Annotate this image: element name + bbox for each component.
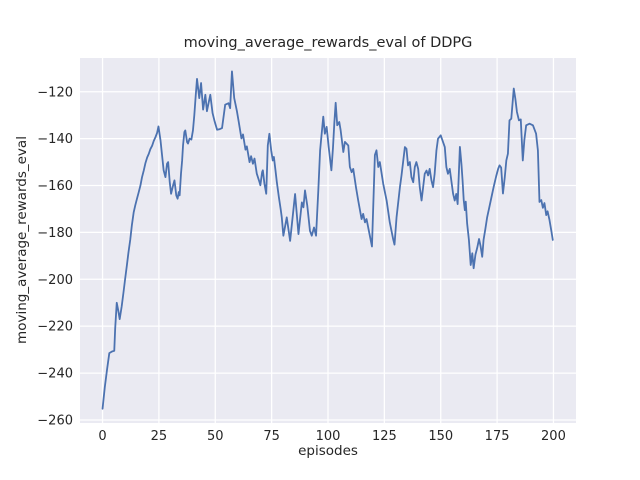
x-tick-label: 0 bbox=[98, 429, 106, 444]
x-tick-label: 150 bbox=[428, 429, 453, 444]
x-tick-label: 50 bbox=[207, 429, 224, 444]
y-tick-label: −120 bbox=[37, 85, 73, 100]
y-tick-label: −220 bbox=[37, 320, 73, 335]
y-tick-label: −140 bbox=[37, 132, 73, 147]
x-axis-label: episodes bbox=[298, 443, 358, 459]
x-tick-label: 75 bbox=[263, 429, 280, 444]
x-tick-label: 25 bbox=[151, 429, 168, 444]
x-tick-label: 100 bbox=[316, 429, 341, 444]
x-tick-label: 175 bbox=[485, 429, 510, 444]
y-axis-label: moving_average_rewards_eval bbox=[14, 136, 30, 344]
y-tick-label: −260 bbox=[37, 413, 73, 428]
x-tick-label: 125 bbox=[372, 429, 397, 444]
y-tick-label: −180 bbox=[37, 226, 73, 241]
y-tick-label: −200 bbox=[37, 273, 73, 288]
x-tick-label: 200 bbox=[541, 429, 566, 444]
line-series bbox=[101, 70, 554, 410]
y-tick-label: −160 bbox=[37, 179, 73, 194]
y-tick-label: −240 bbox=[37, 367, 73, 382]
chart-title: moving_average_rewards_eval of DDPG bbox=[183, 35, 473, 51]
